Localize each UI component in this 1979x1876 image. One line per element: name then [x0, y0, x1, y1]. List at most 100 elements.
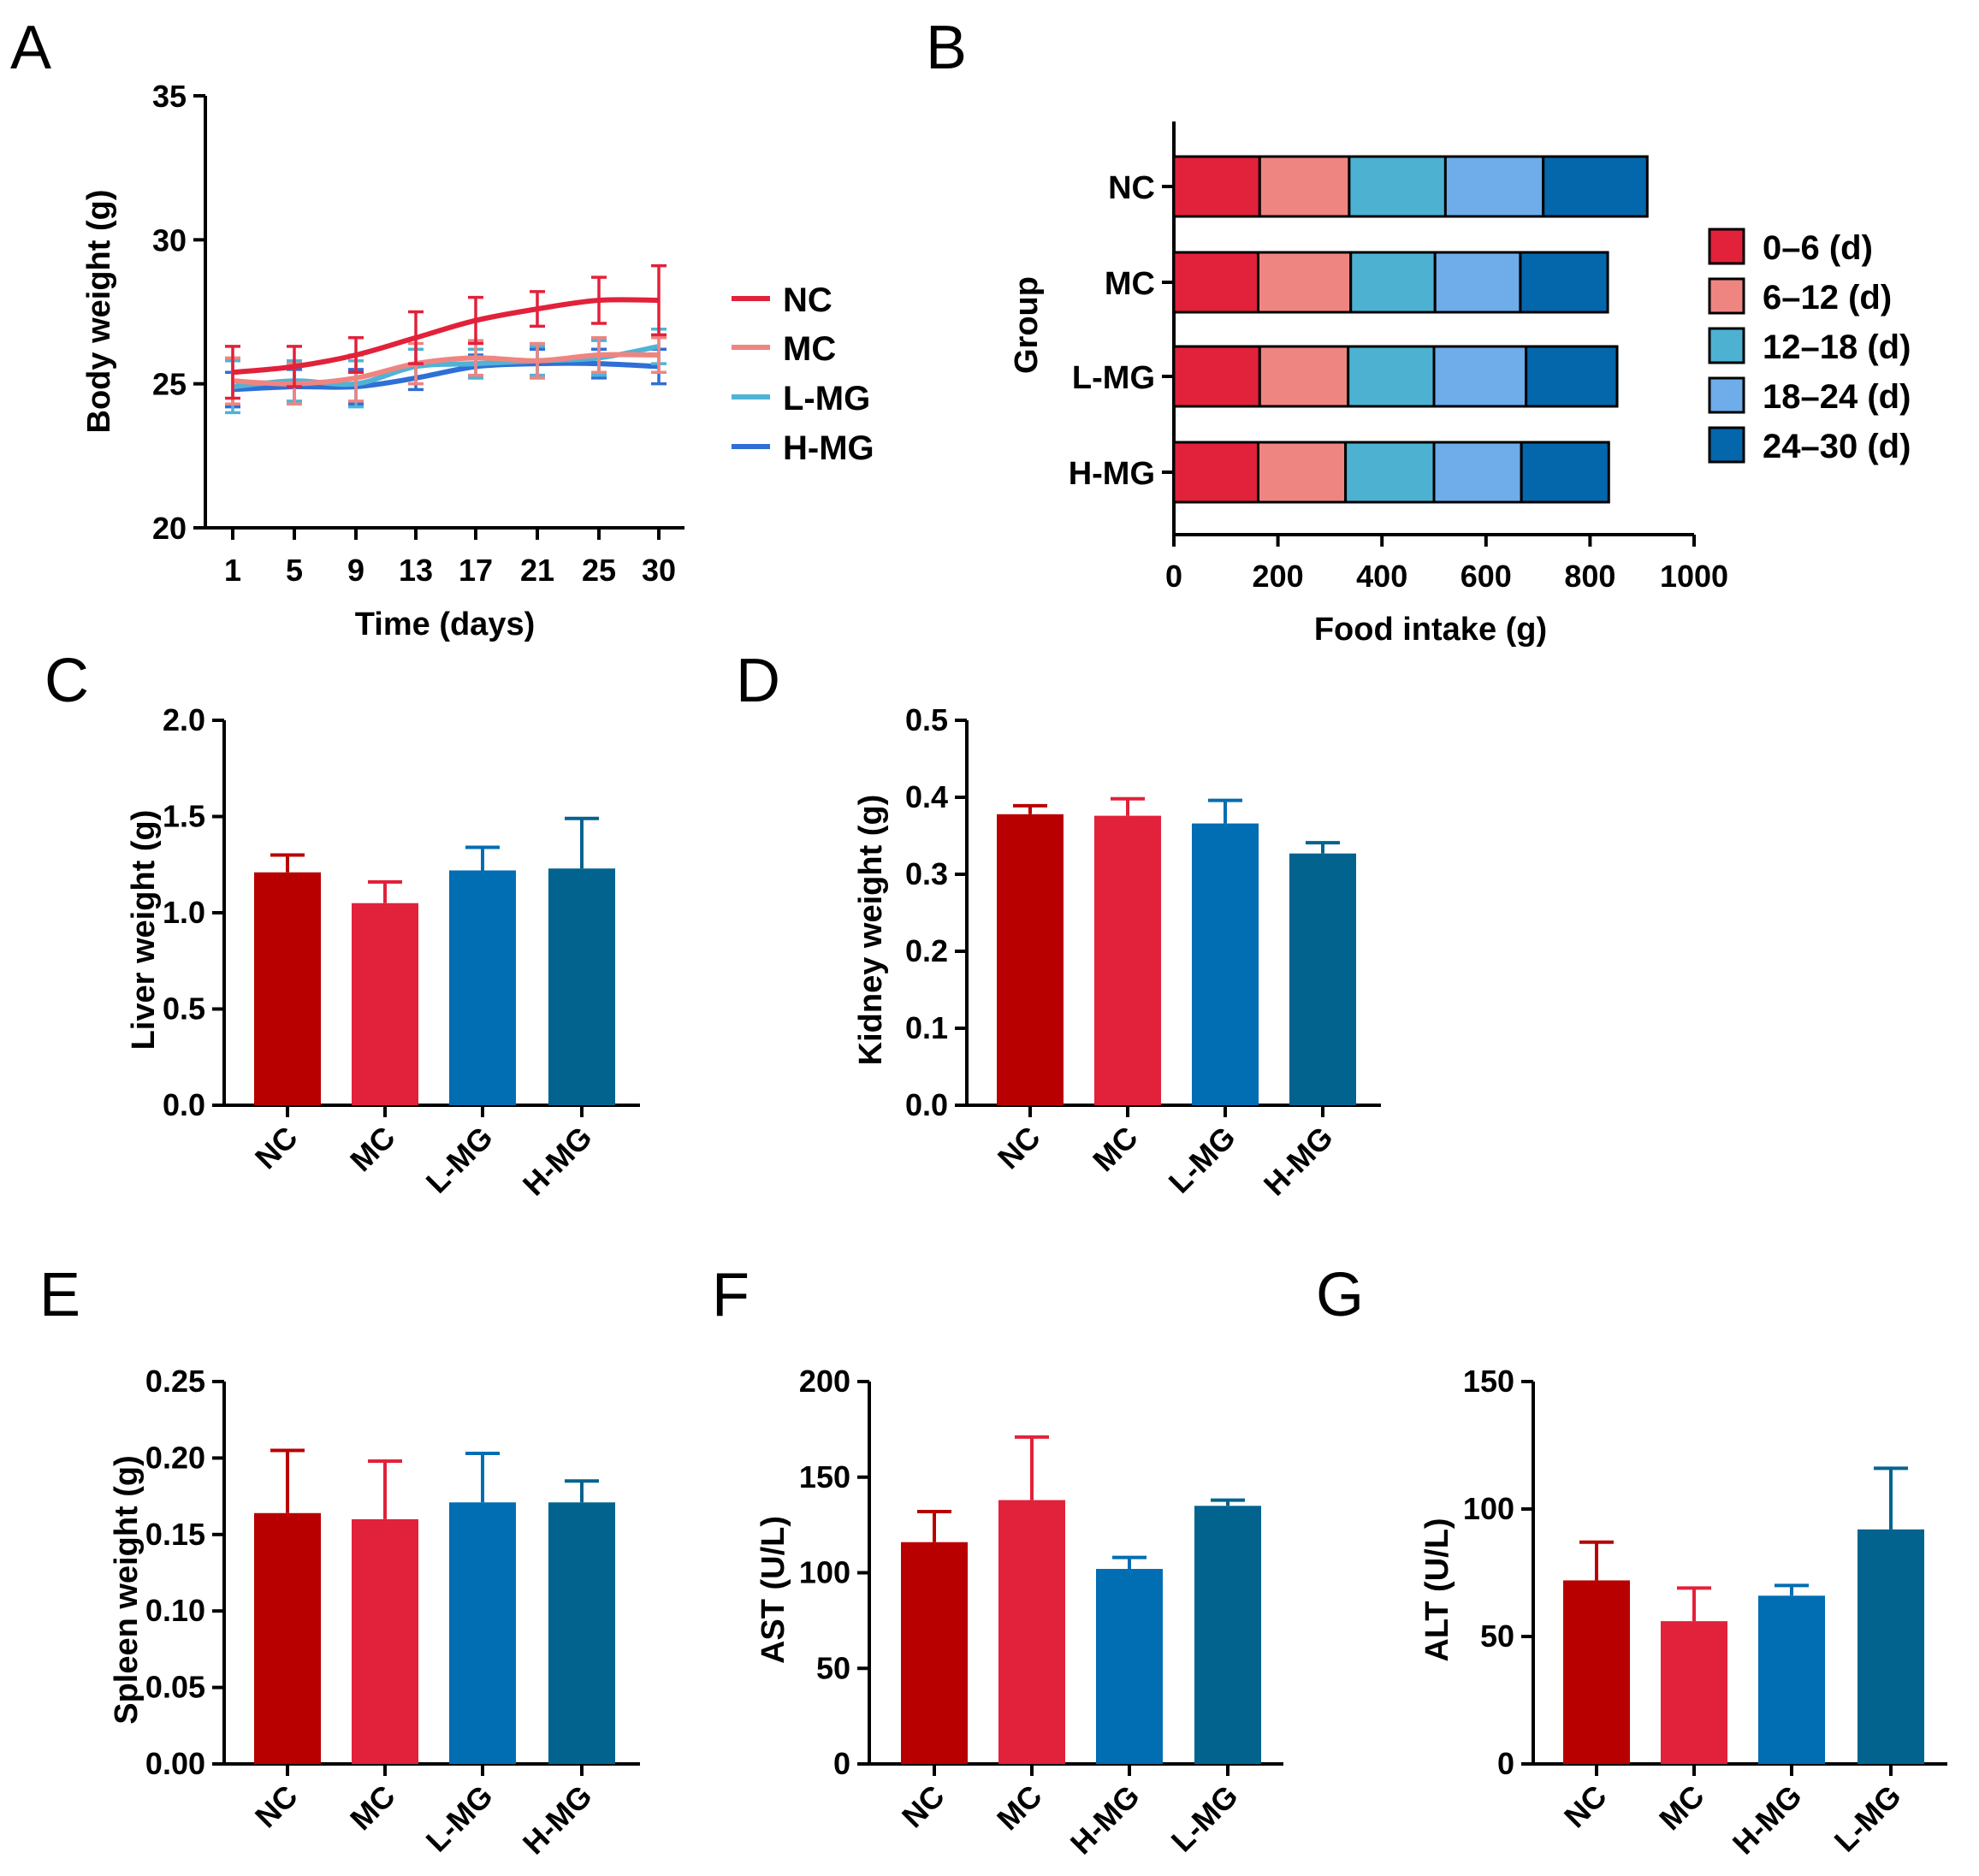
x-tick-label: 9	[347, 553, 364, 588]
y-tick-label: 0.15	[145, 1517, 205, 1552]
panel-a-line-chart: A 20 25 30 35 1 5 9 13 17 21 25 30 Time (days) Body we…	[10, 14, 874, 642]
x-tick-label: MC	[1652, 1778, 1711, 1838]
bar-l-mg	[1858, 1529, 1924, 1764]
y-tick-label: 0.05	[145, 1670, 205, 1705]
y-tick-label: NC	[1108, 170, 1155, 206]
bar-segment	[1348, 155, 1447, 218]
x-tick-label: L-MG	[1162, 1120, 1242, 1200]
x-tick-label: H-MG	[1726, 1778, 1809, 1861]
x-tick-label: MC	[343, 1120, 402, 1179]
y-tick-label: 0.10	[145, 1593, 205, 1628]
legend-label: 0–6 (d)	[1763, 229, 1873, 267]
bar-mc	[352, 902, 418, 1105]
legend-swatch	[1708, 426, 1745, 464]
bar-segment	[1542, 155, 1649, 218]
x-tick-label: NC	[895, 1778, 951, 1835]
bar-nc	[254, 1512, 321, 1764]
panel-g-bar-chart: G 0 50 100 150 ALT (U/L) NC MC H-MG L-MG	[1316, 1261, 1947, 1861]
bar-h-mg	[1289, 853, 1356, 1105]
bar-segment	[1347, 345, 1436, 408]
legend-label: 24–30 (d)	[1763, 428, 1911, 465]
y-axis-title: Liver weight (g)	[126, 810, 162, 1050]
y-tick-label: 0.2	[905, 933, 948, 968]
y-axis-title: Kidney weight (g)	[853, 795, 889, 1066]
x-tick-label: H-MG	[1064, 1778, 1147, 1861]
bar-segment	[1519, 251, 1609, 314]
y-tick-label: 50	[1480, 1619, 1514, 1654]
bar-segment	[1433, 251, 1522, 314]
panel-letter: C	[44, 647, 89, 715]
x-tick-label: L-MG	[419, 1778, 500, 1859]
y-axis-title: Body weight (g)	[81, 190, 117, 434]
legend-swatch	[1708, 327, 1745, 364]
y-tick-label: 0.3	[905, 856, 948, 891]
bar-h-mg	[548, 1502, 615, 1764]
x-tick-label: NC	[1557, 1778, 1614, 1835]
bar-segment	[1432, 345, 1528, 408]
x-tick-label: 0	[1165, 559, 1182, 594]
bar-h-mg	[1096, 1569, 1163, 1764]
x-tick-label: NC	[248, 1120, 305, 1176]
y-tick-label: L-MG	[1072, 360, 1155, 396]
panel-letter: G	[1316, 1261, 1364, 1329]
y-tick-label: 1.5	[163, 799, 205, 834]
x-tick-label: L-MG	[419, 1120, 500, 1200]
panel-e-bar-chart: E 0.00 0.05 0.10 0.15 0.20 0.25 Spleen weight (…	[39, 1261, 640, 1861]
y-tick-label: 0	[1497, 1746, 1514, 1781]
legend-label: MC	[783, 330, 836, 368]
bar-l-mg	[1194, 1506, 1261, 1764]
panel-letter: A	[10, 14, 51, 82]
x-tick-label: 1	[224, 553, 241, 588]
y-tick-label: 35	[152, 79, 187, 114]
bar-segment	[1256, 441, 1348, 504]
x-tick-label: 21	[520, 553, 554, 588]
bar-mc	[352, 1518, 418, 1764]
series-line	[232, 297, 660, 376]
x-tick-label: 800	[1564, 559, 1615, 594]
legend-label: NC	[783, 281, 832, 319]
x-tick-label: NC	[248, 1778, 305, 1835]
panel-f-bar-chart: F 0 50 100 150 200 AST (U/L) NC MC H-MG L-MG	[712, 1261, 1283, 1861]
bar-segment	[1172, 441, 1259, 504]
panel-letter: E	[39, 1261, 80, 1329]
x-tick-label: 1000	[1660, 559, 1728, 594]
x-tick-label: 600	[1461, 559, 1512, 594]
bar-mc	[1661, 1621, 1727, 1764]
bar-segment	[1520, 441, 1610, 504]
series-nc	[225, 263, 667, 400]
y-tick-label: 0.5	[163, 991, 205, 1027]
panel-d-bar-chart: D 0.0 0.1 0.2 0.3 0.4 0.5 Kidney weight (g) NC MC…	[736, 647, 1381, 1203]
legend-label: 18–24 (d)	[1763, 378, 1911, 416]
bar-segment	[1258, 155, 1351, 218]
x-tick-label: MC	[990, 1778, 1049, 1838]
y-tick-label: 0.20	[145, 1440, 205, 1475]
panel-c-bar-chart: C 0.0 0.5 1.0 1.5 2.0 Liver weight (g) NC MC L-MG…	[44, 647, 640, 1203]
bar-segment	[1172, 155, 1261, 218]
y-tick-label: 2.0	[163, 702, 205, 737]
y-tick-label: 100	[1463, 1491, 1514, 1526]
x-tick-label: 5	[286, 553, 303, 588]
legend-label: H-MG	[783, 429, 874, 467]
y-tick-label: H-MG	[1069, 456, 1155, 492]
x-tick-label: 13	[399, 553, 433, 588]
x-tick-label: MC	[343, 1778, 402, 1838]
bar-segment	[1344, 441, 1436, 504]
y-tick-label: 150	[1463, 1364, 1514, 1399]
y-tick-label: MC	[1105, 266, 1155, 302]
bar-l-mg	[449, 870, 516, 1105]
y-tick-label: 25	[152, 367, 187, 402]
y-axis-title: Group	[1009, 276, 1045, 374]
y-axis-title: Spleen weight (g)	[109, 1455, 145, 1725]
x-tick-label: H-MG	[516, 1120, 599, 1203]
bar-segment	[1443, 155, 1545, 218]
y-tick-label: 1.0	[163, 895, 205, 930]
x-tick-label: 30	[642, 553, 676, 588]
y-tick-label: 0.25	[145, 1364, 205, 1399]
x-axis-title: Food intake (g)	[1314, 612, 1547, 648]
x-axis-title: Time (days)	[355, 607, 535, 642]
y-tick-label: 0.4	[905, 779, 948, 814]
y-tick-label: 0.0	[163, 1087, 205, 1122]
y-tick-label: 0.5	[905, 702, 948, 737]
x-tick-label: MC	[1086, 1120, 1145, 1179]
